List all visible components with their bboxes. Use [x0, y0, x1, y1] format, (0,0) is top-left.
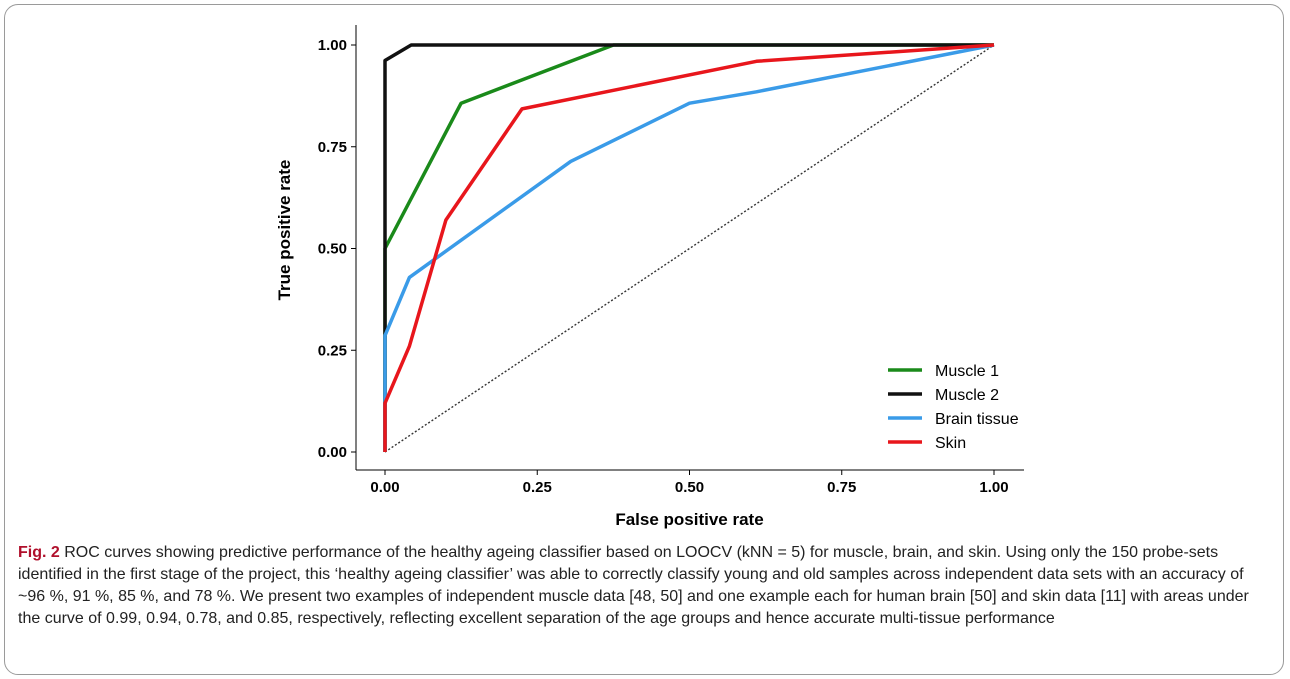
caption-text: ROC curves showing predictive performanc…: [18, 544, 1249, 627]
y-axis-ticks: 0.00 0.25 0.50 0.75 1.00: [318, 37, 356, 461]
series-line-skin: [383, 43, 995, 452]
series-line-brain-tissue: [383, 43, 995, 452]
x-tick-label: 0.50: [675, 479, 704, 496]
legend-label: Muscle 2: [935, 387, 999, 404]
series-group: [383, 43, 995, 452]
y-tick-label: 0.75: [318, 139, 347, 156]
x-axis-ticks: 0.00 0.25 0.50 0.75 1.00: [370, 470, 1009, 496]
y-axis-label: True positive rate: [275, 160, 294, 301]
roc-chart: 0.00 0.25 0.50 0.75 1.00 0.00 0.25 0.50 0.75 1.0…: [275, 25, 1024, 529]
series-line-muscle-2: [383, 43, 994, 452]
y-tick-label: 0.00: [318, 444, 347, 461]
figure-frame: [4, 4, 1284, 675]
legend-label: Brain tissue: [935, 411, 1019, 428]
reference-diagonal-line: [384, 44, 995, 453]
legend-label: Skin: [935, 435, 966, 452]
y-tick-label: 0.25: [318, 342, 347, 359]
x-tick-label: 1.00: [979, 479, 1008, 496]
legend: Muscle 1 Muscle 2 Brain tissue Skin: [888, 363, 1019, 452]
x-axis-label: False positive rate: [615, 510, 763, 529]
caption-label: Fig. 2: [18, 544, 60, 561]
x-tick-label: 0.75: [827, 479, 856, 496]
y-tick-label: 0.50: [318, 241, 347, 258]
y-tick-label: 1.00: [318, 37, 347, 54]
x-tick-label: 0.00: [370, 479, 399, 496]
figure-caption: Fig. 2 ROC curves showing predictive per…: [18, 542, 1268, 630]
legend-label: Muscle 1: [935, 363, 999, 380]
x-tick-label: 0.25: [523, 479, 552, 496]
